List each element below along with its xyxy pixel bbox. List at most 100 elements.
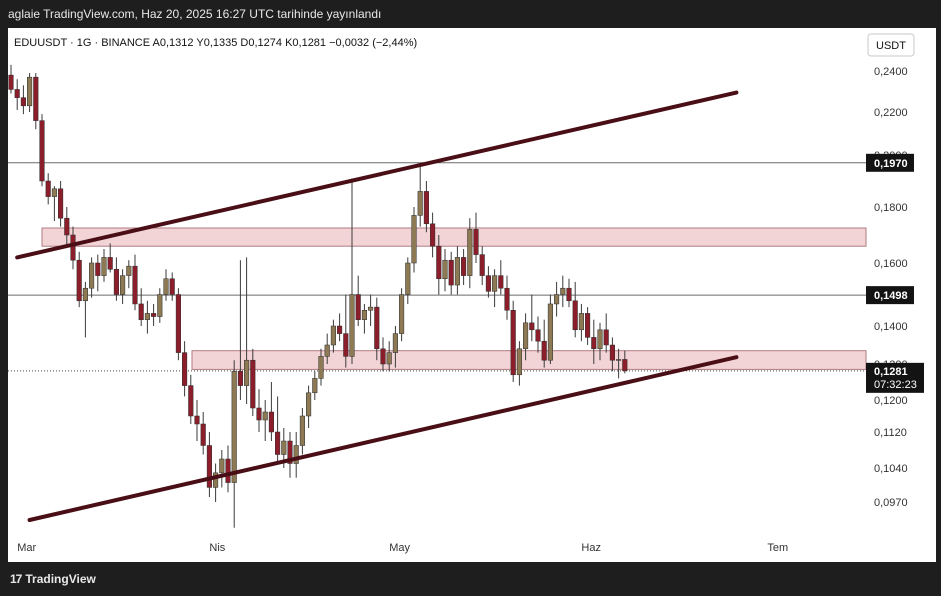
candle-body xyxy=(237,370,243,386)
countdown-label: 07:32:23 xyxy=(874,379,917,391)
y-tick-label: 0,2400 xyxy=(874,66,908,78)
candle xyxy=(287,432,293,478)
candle xyxy=(312,371,318,400)
candle-body xyxy=(293,445,299,464)
candle-body xyxy=(89,262,95,289)
y-tick-label: 0,1800 xyxy=(874,202,908,214)
candle-body xyxy=(436,245,442,279)
candle-body xyxy=(430,223,436,247)
candle-body xyxy=(275,431,281,455)
price-chart[interactable]: 0,24000,22000,20000,18000,16000,14000,13… xyxy=(8,28,936,562)
candle-body xyxy=(256,407,262,421)
candle xyxy=(578,303,584,342)
candle-body xyxy=(324,344,330,357)
candle-body xyxy=(448,259,454,286)
currency-button[interactable]: USDT xyxy=(867,33,915,57)
candle xyxy=(386,341,392,372)
candle xyxy=(479,246,485,286)
candle xyxy=(448,251,454,295)
candle-body xyxy=(281,440,287,455)
candle-body xyxy=(368,306,374,311)
candle-body xyxy=(231,370,237,483)
candle xyxy=(225,445,231,493)
x-tick-label: Nis xyxy=(209,542,225,554)
candle xyxy=(182,341,188,397)
candle xyxy=(45,173,51,205)
candle-body xyxy=(392,333,398,353)
candle xyxy=(541,319,547,368)
candle-body xyxy=(492,275,498,292)
candle xyxy=(535,316,541,353)
candle xyxy=(169,272,175,301)
candle-body xyxy=(547,303,553,361)
candle xyxy=(268,382,274,441)
candle xyxy=(374,297,380,361)
footer: 17 TradingView xyxy=(0,562,941,596)
candle-body xyxy=(213,472,219,488)
candle xyxy=(33,73,39,130)
candle xyxy=(64,207,70,247)
candle-body xyxy=(306,392,312,417)
symbol-line: EDUUSDT · 1G · BINANCE A0,1312 Y0,1335 D… xyxy=(14,37,417,49)
x-tick-label: Haz xyxy=(581,542,601,554)
candle xyxy=(262,400,268,441)
candle xyxy=(51,186,57,221)
y-tick-label: 0,1600 xyxy=(874,258,908,270)
candle xyxy=(473,212,479,263)
candle xyxy=(200,412,206,455)
candle-body xyxy=(479,254,485,276)
candle xyxy=(107,243,113,273)
price-badge-1: 0,1970 xyxy=(866,153,914,172)
candle xyxy=(622,350,628,374)
candle-body xyxy=(454,257,460,286)
candle-body xyxy=(572,300,578,331)
candle-body xyxy=(206,445,212,488)
candle-body xyxy=(516,348,522,376)
candle-body xyxy=(510,310,516,376)
candle-body xyxy=(144,313,150,320)
candle-body xyxy=(82,287,88,302)
price-badge-label: 0,1970 xyxy=(874,158,908,170)
candle xyxy=(442,249,448,292)
candle-body xyxy=(113,269,119,295)
price-badge-label: 0,1498 xyxy=(874,290,908,302)
y-tick-label: 0,2200 xyxy=(874,107,908,119)
candle-body xyxy=(380,348,386,365)
candle-body xyxy=(64,217,70,236)
candle xyxy=(603,313,609,353)
candle-body xyxy=(399,294,405,334)
candle xyxy=(485,266,491,298)
channel-layer xyxy=(15,90,739,522)
candle xyxy=(101,249,107,282)
y-tick-label: 0,1120 xyxy=(874,427,907,439)
candle-body xyxy=(107,257,113,270)
chart-frame[interactable]: 0,24000,22000,20000,18000,16000,14000,13… xyxy=(8,28,936,562)
tradingview-logo[interactable]: 17 TradingView xyxy=(10,572,96,586)
candle-body xyxy=(163,278,169,295)
candle-body xyxy=(374,306,380,350)
brand-text: TradingView xyxy=(25,572,96,586)
candle xyxy=(597,322,603,361)
candle-body xyxy=(541,340,547,361)
candle xyxy=(89,257,95,298)
candle-body xyxy=(120,275,126,295)
candle-body xyxy=(39,120,45,182)
candle xyxy=(355,275,361,326)
candle xyxy=(299,408,305,455)
candle xyxy=(219,450,225,488)
candle-body xyxy=(157,294,163,317)
candle-body xyxy=(405,262,411,295)
x-tick-label: Tem xyxy=(767,542,788,554)
candle-body xyxy=(126,265,132,276)
candle xyxy=(343,294,349,368)
zone-2 xyxy=(191,350,867,370)
candle xyxy=(467,218,473,289)
candle-body xyxy=(411,215,417,264)
channel-upper-line xyxy=(15,90,739,260)
candle-body xyxy=(566,287,572,302)
candle xyxy=(392,326,398,368)
candle xyxy=(144,300,150,334)
x-tick-label: May xyxy=(389,542,410,554)
candle-body xyxy=(268,411,274,433)
